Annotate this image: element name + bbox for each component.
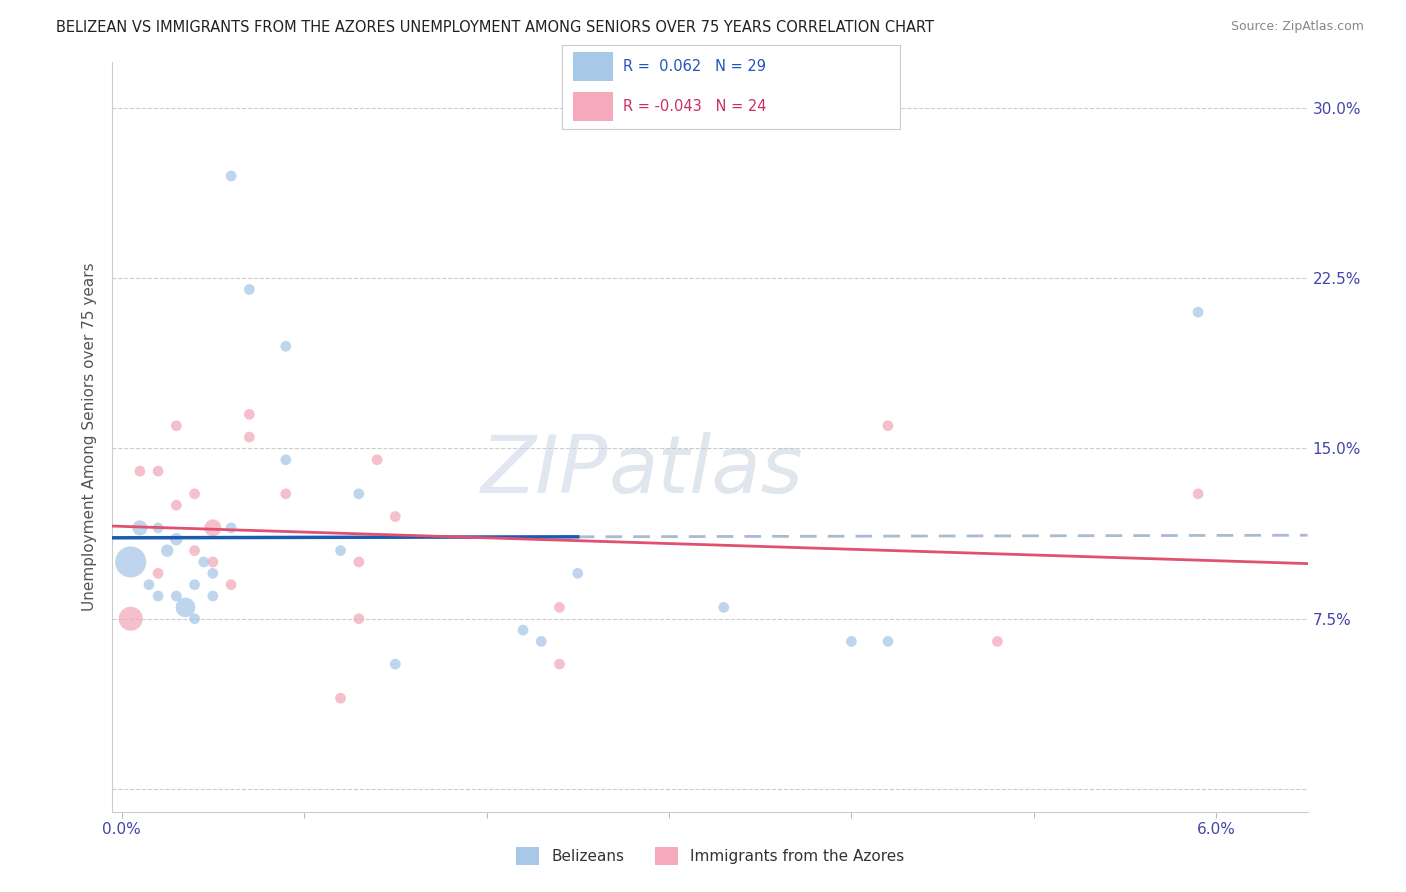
Point	[219, 521, 242, 535]
Point	[238, 283, 260, 297]
Point	[548, 657, 571, 672]
Point	[329, 543, 352, 558]
Point	[183, 577, 205, 591]
Point	[183, 543, 205, 558]
Point	[146, 464, 169, 478]
Text: R =  0.062   N = 29: R = 0.062 N = 29	[623, 59, 766, 74]
Point	[128, 464, 150, 478]
Point	[174, 600, 197, 615]
Point	[347, 612, 370, 626]
Point	[165, 498, 187, 512]
Point	[128, 521, 150, 535]
Point	[165, 589, 187, 603]
Point	[201, 521, 224, 535]
Text: ZIP: ZIP	[481, 432, 609, 510]
Point	[384, 657, 406, 672]
Point	[183, 487, 205, 501]
Legend: Belizeans, Immigrants from the Azores: Belizeans, Immigrants from the Azores	[510, 840, 910, 871]
Point	[146, 521, 169, 535]
Point	[347, 555, 370, 569]
Point	[986, 634, 1008, 648]
FancyBboxPatch shape	[572, 53, 613, 81]
Point	[347, 487, 370, 501]
Point	[238, 408, 260, 422]
Point	[219, 169, 242, 183]
Point	[165, 533, 187, 547]
Point	[201, 566, 224, 581]
Point	[183, 612, 205, 626]
Point	[329, 691, 352, 706]
Point	[146, 589, 169, 603]
Point	[512, 623, 534, 637]
Point	[274, 487, 297, 501]
Point	[713, 600, 735, 615]
Point	[138, 577, 160, 591]
Point	[146, 566, 169, 581]
Point	[238, 430, 260, 444]
Text: BELIZEAN VS IMMIGRANTS FROM THE AZORES UNEMPLOYMENT AMONG SENIORS OVER 75 YEARS : BELIZEAN VS IMMIGRANTS FROM THE AZORES U…	[56, 20, 934, 35]
Point	[548, 600, 571, 615]
Point	[201, 555, 224, 569]
Point	[156, 543, 179, 558]
Point	[567, 566, 589, 581]
Point	[193, 555, 215, 569]
Point	[274, 452, 297, 467]
Point	[1187, 305, 1209, 319]
Point	[877, 418, 900, 433]
Point	[120, 555, 142, 569]
Point	[877, 634, 900, 648]
Text: R = -0.043   N = 24: R = -0.043 N = 24	[623, 99, 766, 114]
Point	[201, 589, 224, 603]
Point	[1187, 487, 1209, 501]
Text: Source: ZipAtlas.com: Source: ZipAtlas.com	[1230, 20, 1364, 33]
Point	[384, 509, 406, 524]
Point	[165, 418, 187, 433]
Y-axis label: Unemployment Among Seniors over 75 years: Unemployment Among Seniors over 75 years	[82, 263, 97, 611]
Point	[120, 612, 142, 626]
Point	[530, 634, 553, 648]
FancyBboxPatch shape	[572, 92, 613, 120]
Point	[366, 452, 388, 467]
Point	[219, 577, 242, 591]
Text: atlas: atlas	[609, 432, 803, 510]
Point	[274, 339, 297, 353]
Point	[841, 634, 863, 648]
